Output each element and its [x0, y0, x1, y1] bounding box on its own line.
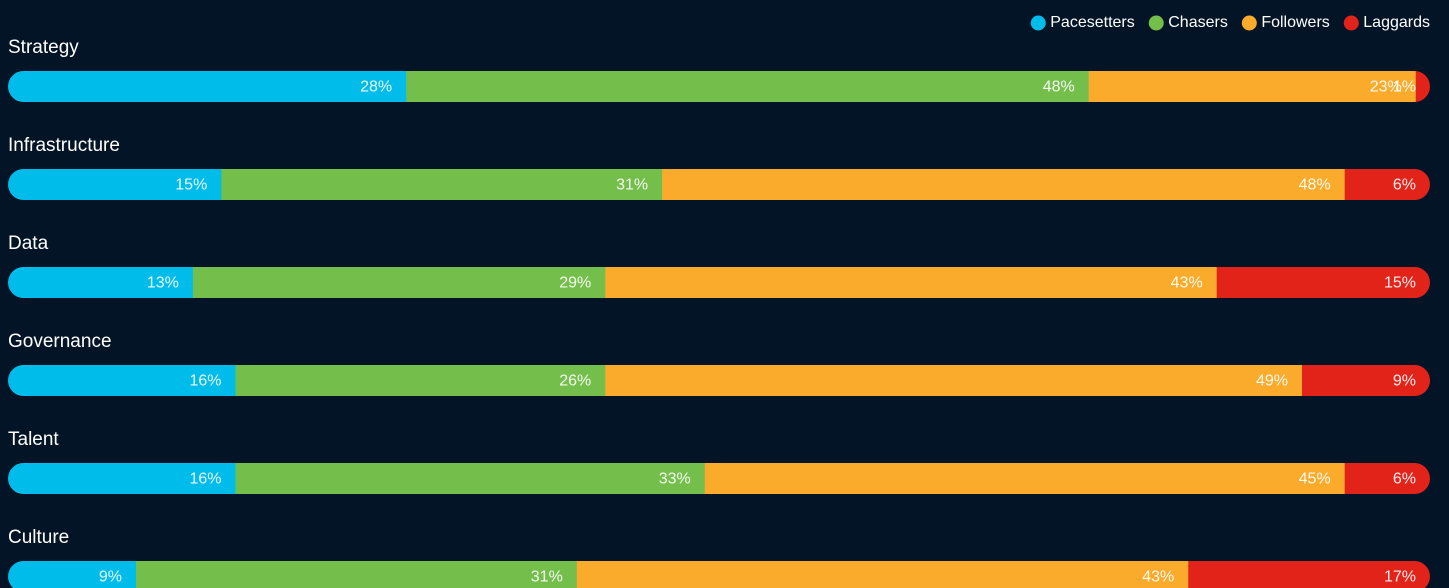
- data-label: 16%: [189, 373, 221, 390]
- bar-segment: [135, 561, 578, 588]
- data-label: 15%: [175, 177, 207, 194]
- data-label: 45%: [1299, 471, 1331, 488]
- bar-segment: [1188, 561, 1430, 588]
- bar-segment: [1216, 267, 1430, 298]
- bar-segment: [1415, 71, 1430, 102]
- bar-segment: [221, 169, 663, 200]
- bar-segment: [235, 365, 606, 396]
- data-label: 29%: [559, 275, 591, 292]
- legend-item: Laggards: [1343, 14, 1430, 31]
- category-label: Strategy: [8, 37, 79, 58]
- category-label: Talent: [8, 429, 59, 450]
- legend-swatch: [1030, 15, 1046, 31]
- bar-segment: [1344, 463, 1430, 494]
- bar-segment: [406, 71, 1090, 102]
- data-label: 43%: [1171, 275, 1203, 292]
- legend-label: Followers: [1261, 14, 1329, 31]
- category-label: Governance: [8, 331, 112, 352]
- bar-row: [8, 71, 1430, 102]
- bar-row: [8, 169, 1430, 200]
- data-label: 1%: [1393, 79, 1416, 96]
- bar-segment: [605, 365, 1303, 396]
- data-label: 33%: [659, 471, 691, 488]
- bar-row: [8, 463, 1430, 494]
- data-label: 31%: [531, 569, 563, 586]
- data-label: 48%: [1299, 177, 1331, 194]
- legend-item: Chasers: [1148, 14, 1228, 31]
- data-label: 43%: [1142, 569, 1174, 586]
- data-label: 31%: [616, 177, 648, 194]
- bar-segment: [1302, 365, 1430, 396]
- data-label: 28%: [360, 79, 392, 96]
- data-label: 6%: [1393, 177, 1416, 194]
- data-label: 13%: [147, 275, 179, 292]
- data-label: 9%: [1393, 373, 1416, 390]
- bar-segment: [8, 365, 237, 396]
- bar-segment: [662, 169, 1346, 200]
- bar-segment: [8, 169, 222, 200]
- bar-segment: [235, 463, 706, 494]
- data-label: 17%: [1384, 569, 1416, 586]
- legend-swatch: [1241, 15, 1257, 31]
- bar-segment: [605, 267, 1218, 298]
- legend-label: Pacesetters: [1050, 14, 1134, 31]
- legend-item: Followers: [1241, 14, 1330, 31]
- bar-row: [8, 561, 1430, 588]
- legend-swatch: [1343, 15, 1359, 31]
- data-label: 16%: [189, 471, 221, 488]
- category-label: Data: [8, 233, 49, 254]
- bar-segment: [1088, 71, 1417, 102]
- bar-row: [8, 365, 1430, 396]
- bar-segment: [704, 463, 1346, 494]
- bar-segment: [1344, 169, 1430, 200]
- bar-segment: [8, 71, 407, 102]
- category-label: Infrastructure: [8, 135, 120, 156]
- bar-segment: [576, 561, 1189, 588]
- data-label: 49%: [1256, 373, 1288, 390]
- bar-segment: [8, 463, 237, 494]
- legend-label: Chasers: [1168, 14, 1228, 31]
- data-label: 26%: [559, 373, 591, 390]
- bar-segment: [8, 561, 137, 588]
- legend-label: Laggards: [1363, 14, 1430, 31]
- category-label: Culture: [8, 527, 69, 548]
- legend-item: Pacesetters: [1030, 14, 1135, 31]
- data-label: 48%: [1043, 79, 1075, 96]
- data-label: 15%: [1384, 275, 1416, 292]
- data-label: 23%: [1370, 79, 1402, 96]
- bar-row: [8, 267, 1430, 298]
- legend-swatch: [1148, 15, 1164, 31]
- data-label: 6%: [1393, 471, 1416, 488]
- data-label: 9%: [99, 569, 122, 586]
- bar-segment: [8, 267, 194, 298]
- bar-segment: [192, 267, 606, 298]
